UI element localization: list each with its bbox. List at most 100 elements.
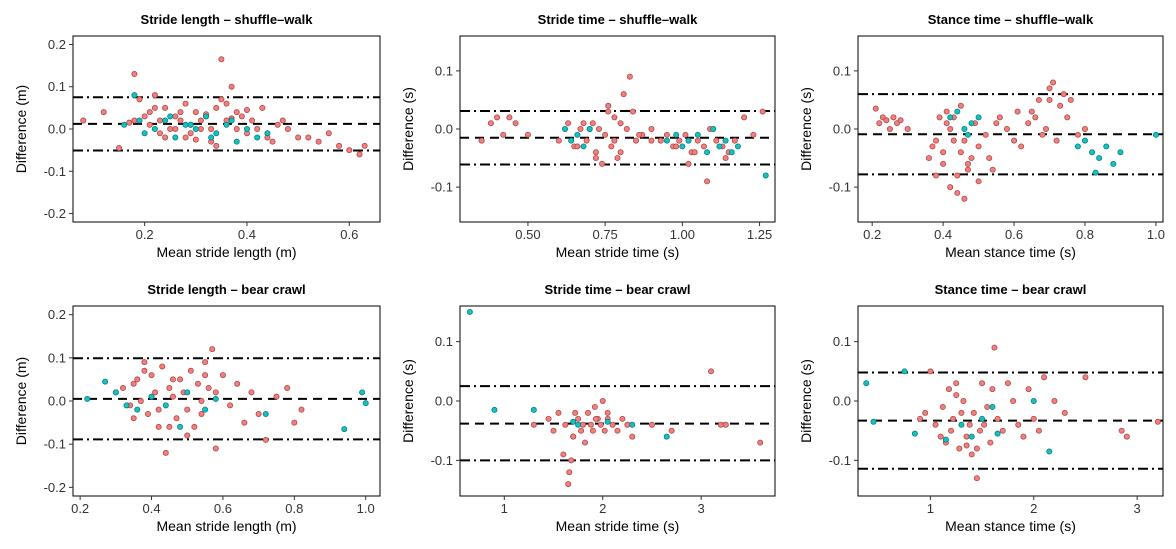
point-red <box>1020 433 1027 440</box>
point-teal <box>863 380 870 387</box>
point-red <box>155 423 162 430</box>
point-red <box>1060 91 1067 98</box>
point-red <box>1014 108 1021 115</box>
point-red <box>494 114 501 121</box>
y-axis-label: Difference (m) <box>13 85 29 173</box>
y-tick-label: 0.1 <box>435 63 453 78</box>
point-teal <box>466 308 473 315</box>
point-red <box>241 419 248 426</box>
point-red <box>131 71 138 78</box>
point-red <box>876 120 883 127</box>
point-red <box>977 427 984 434</box>
point-red <box>961 195 968 202</box>
point-red <box>929 143 936 150</box>
point-teal <box>947 114 954 121</box>
point-teal <box>1030 397 1037 404</box>
panel-3: Stance time – shuffle–walk 0.2 0.4 0.6 0.8 1.… <box>798 12 1165 260</box>
point-red <box>578 427 585 434</box>
point-red <box>243 106 250 113</box>
panel-title: Stride time – shuffle–walk <box>538 12 698 27</box>
point-red <box>708 368 715 375</box>
x-tick-label: 0.4 <box>142 501 160 516</box>
point-red <box>197 117 204 124</box>
data-points <box>478 73 769 185</box>
point-red <box>602 131 609 138</box>
point-red <box>191 423 198 430</box>
point-red <box>597 421 604 428</box>
panel-1: Stride length – shuffle–walk 0.2 0.4 0.6 -0.… <box>13 12 381 260</box>
point-red <box>184 432 191 439</box>
point-red <box>1046 96 1053 103</box>
point-red <box>269 138 276 145</box>
point-teal <box>1074 143 1081 150</box>
point-red <box>325 130 332 137</box>
y-tick-label: -0.2 <box>44 480 66 495</box>
x-tick-label: 1.0 <box>357 501 375 516</box>
point-red <box>605 108 612 115</box>
point-red <box>872 105 879 112</box>
panel-frame <box>857 35 1164 223</box>
point-teal <box>710 126 717 133</box>
y-tick-label: 0.0 <box>435 394 453 409</box>
point-teal <box>1081 137 1088 144</box>
x-tick-label: 1.00 <box>670 227 695 242</box>
point-red <box>1050 79 1057 86</box>
y-axis-label: Difference (m) <box>13 357 29 445</box>
point-red <box>1035 96 1042 103</box>
point-red <box>673 143 680 150</box>
point-red <box>212 389 219 396</box>
point-teal <box>102 378 109 385</box>
x-tick-label: 0.2 <box>71 501 89 516</box>
point-red <box>648 137 655 144</box>
point-red <box>219 372 226 379</box>
point-red <box>608 143 615 150</box>
point-red <box>1154 418 1161 425</box>
y-tick-label: -0.1 <box>44 164 66 179</box>
panel-6: Stance time – bear crawl 1 2 3 -0.1 0.0 0.1 Mea… <box>798 282 1164 534</box>
point-red <box>927 368 934 375</box>
point-red <box>234 380 241 387</box>
point-red <box>592 415 599 422</box>
point-red <box>218 96 225 103</box>
x-tick-label: 3 <box>1134 501 1141 516</box>
point-teal <box>954 108 961 115</box>
point-teal <box>663 433 670 440</box>
point-red <box>685 160 692 167</box>
point-red <box>939 403 946 410</box>
point-teal <box>362 400 369 407</box>
point-red <box>932 421 939 428</box>
point-red <box>713 137 720 144</box>
point-red <box>945 386 952 393</box>
point-red <box>284 385 291 392</box>
point-red <box>933 137 940 144</box>
panel-5: Stride time – bear crawl 1 2 3 -0.1 0.0 0.1 Mea… <box>400 282 776 534</box>
point-red <box>989 386 996 393</box>
point-red <box>274 121 281 128</box>
point-teal <box>901 368 908 375</box>
panel-frame <box>459 305 776 497</box>
x-axis-label: Mean stride time (s) <box>556 244 680 260</box>
point-red <box>177 109 184 116</box>
point-teal <box>1110 160 1117 167</box>
point-red <box>922 409 929 416</box>
data-points <box>80 56 368 158</box>
point-teal <box>604 418 611 425</box>
point-red <box>162 449 169 456</box>
point-teal <box>762 172 769 179</box>
point-red <box>958 409 965 416</box>
x-tick-label: 0.2 <box>863 227 881 242</box>
x-tick-label: 3 <box>698 501 705 516</box>
point-red <box>1082 374 1089 381</box>
y-tick-label: 0.0 <box>833 394 851 409</box>
y-axis-label: Difference (s) <box>798 87 814 171</box>
point-teal <box>202 406 209 413</box>
point-red <box>925 155 932 162</box>
point-teal <box>968 433 975 440</box>
point-teal <box>586 126 593 133</box>
point-red <box>933 172 940 179</box>
point-red <box>126 119 133 126</box>
point-red <box>575 415 582 422</box>
point-red <box>947 126 954 133</box>
point-red <box>950 137 957 144</box>
point-red <box>279 117 286 124</box>
